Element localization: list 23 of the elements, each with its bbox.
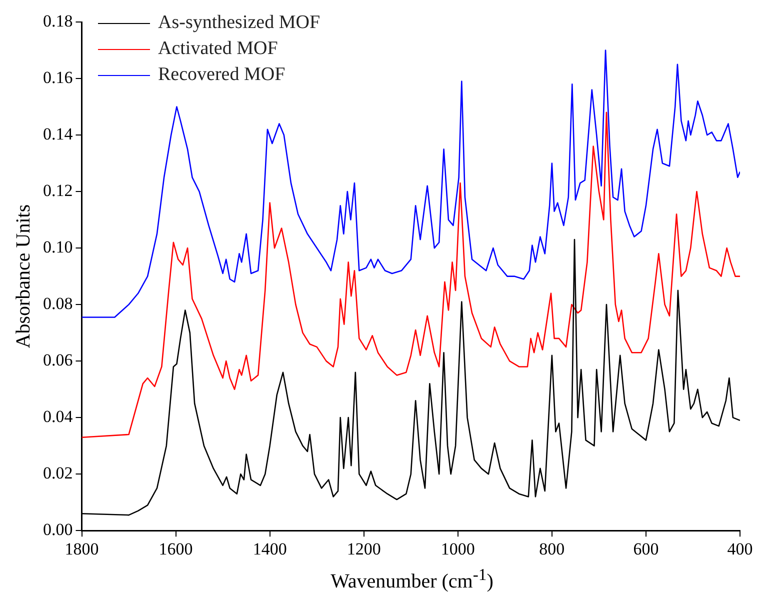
x-tick-label: 400 [727,539,753,558]
x-tick-label: 1200 [346,539,381,558]
y-tick-label: 0.04 [43,407,74,426]
legend-label: As-synthesized MOF [158,12,320,34]
legend-label: Activated MOF [158,38,278,60]
y-tick-label: 0.10 [43,238,73,257]
legend-label: Recovered MOF [158,64,286,86]
y-tick-label: 0.12 [43,181,73,200]
y-tick-label: 0.08 [43,294,73,314]
y-tick-label: 0.16 [43,68,73,87]
y-tick-label: 0.00 [43,520,73,540]
y-tick-label: 0.02 [43,464,73,483]
y-tick-label: 0.06 [43,350,73,370]
x-axis-title: Wavenumber (cm$^{-1}$) [330,565,494,594]
y-tick-label: 0.14 [43,124,74,144]
y-tick-label: 0.18 [43,11,73,30]
x-tick-label: 1000 [440,539,475,558]
x-tick-label: 800 [539,539,565,558]
x-tick-label: 1400 [252,539,287,558]
y-axis-title: Absorbance Units [12,204,34,348]
x-tick-label: 600 [633,539,659,558]
x-tick-label: 1800 [64,539,99,558]
x-tick-label: 1600 [158,539,193,558]
